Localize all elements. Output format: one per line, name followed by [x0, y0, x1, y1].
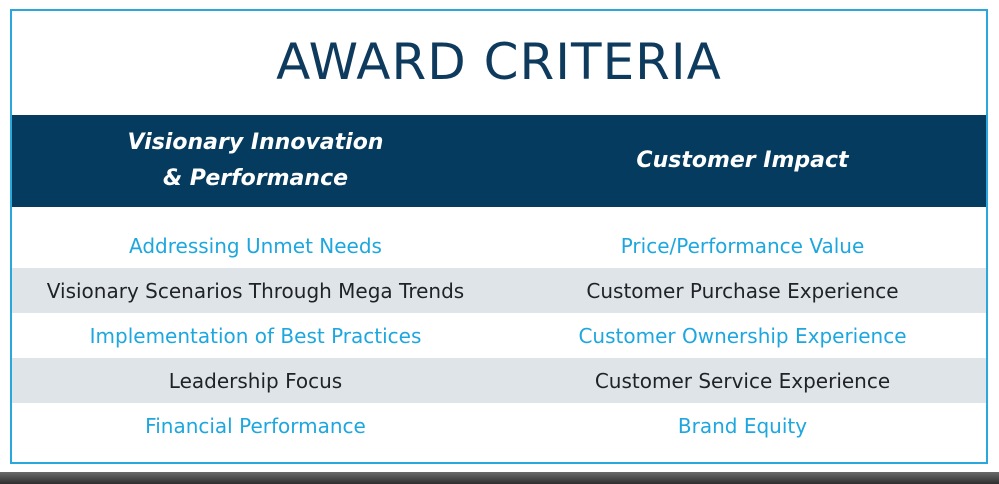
table-cell: Customer Service Experience: [594, 368, 891, 393]
table-cell: Customer Purchase Experience: [586, 278, 899, 303]
table-row: Addressing Unmet Needs Price/Performance …: [12, 223, 986, 268]
table-body: Addressing Unmet Needs Price/Performance …: [12, 223, 986, 448]
table-cell: Price/Performance Value: [620, 233, 865, 258]
table-cell: Implementation of Best Practices: [89, 323, 422, 348]
table-row: Visionary Scenarios Through Mega Trends C…: [12, 268, 986, 313]
header-band: Visionary Innovation & Performance Custo…: [12, 115, 986, 207]
table-cell: Leadership Focus: [168, 368, 343, 393]
table-cell: Visionary Scenarios Through Mega Trends: [46, 278, 465, 303]
title: AWARD CRITERIA: [276, 33, 722, 91]
criteria-box: AWARD CRITERIA Visionary Innovation & Pe…: [10, 9, 988, 464]
table-cell: Addressing Unmet Needs: [129, 233, 382, 258]
table-row: Leadership Focus Customer Service Experie…: [12, 358, 986, 403]
column-header: Customer Impact: [636, 148, 849, 173]
table-row: Implementation of Best Practices Customer…: [12, 313, 986, 358]
table-cell: Financial Performance: [145, 413, 366, 438]
column-header: Visionary Innovation & Performance: [127, 130, 384, 191]
table-row: Financial Performance Brand Equity: [12, 403, 986, 448]
table-cell: Brand Equity: [677, 413, 808, 438]
table-cell: Customer Ownership Experience: [578, 323, 907, 348]
bottom-shadow: [0, 472, 999, 484]
